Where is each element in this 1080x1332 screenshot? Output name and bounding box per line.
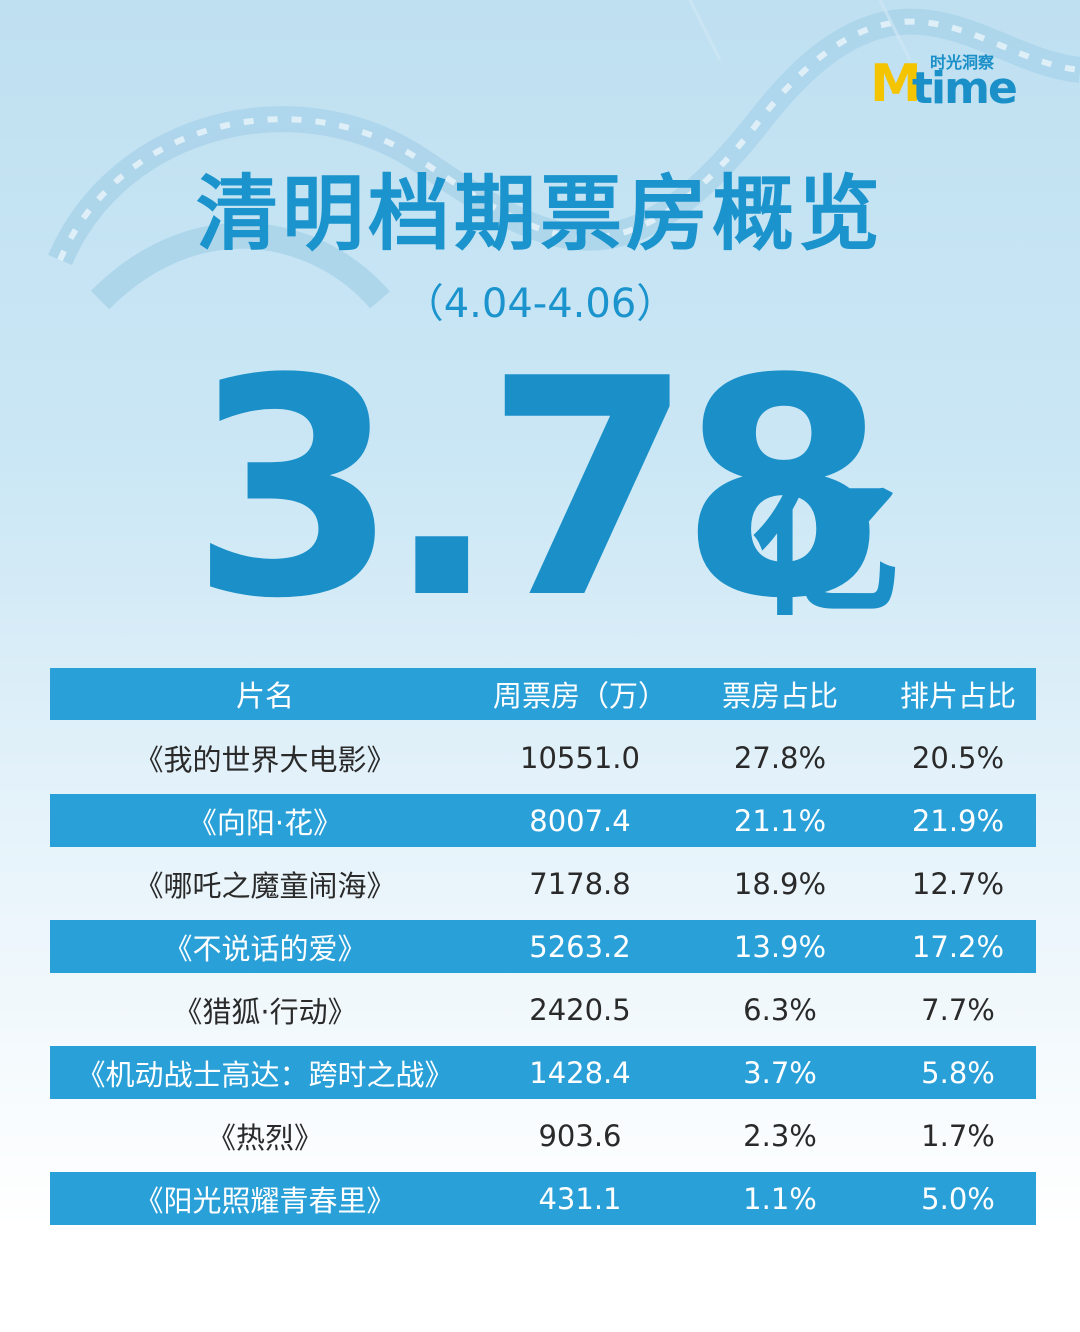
table-row-cell: 21.9% xyxy=(880,794,1036,847)
table-row-cell: 《阳光照耀青春里》 xyxy=(50,1172,480,1225)
table-header-cell: 片名 xyxy=(50,668,480,720)
table-row-cell: 7178.8 xyxy=(529,866,631,901)
table-row-cell: 《猎狐·行动》 xyxy=(173,994,357,1029)
table-row-cell: 《热烈》 xyxy=(206,1120,323,1155)
table-row: 《阳光照耀青春里》 431.1 1.1% 5.0% xyxy=(50,1172,1036,1235)
table-header-cell: 票房占比 xyxy=(680,668,880,720)
table-row-cell: 21.1% xyxy=(680,794,880,847)
total-box-office: 3.78 xyxy=(190,315,888,664)
logo-time: time xyxy=(912,63,1018,114)
film-strip-decoration xyxy=(48,0,1080,310)
table-row-cell: 《向阳·花》 xyxy=(50,794,480,847)
table-row-cell: 27.8% xyxy=(733,740,827,775)
table-row-cell: 903.6 xyxy=(538,1118,622,1153)
table-row: 《热烈》 903.6 2.3% 1.7% xyxy=(50,1109,1036,1172)
table-row-cell: 3.7% xyxy=(680,1046,880,1099)
total-unit: 亿 xyxy=(752,463,903,637)
subtitle: （4.04-4.06） xyxy=(403,281,677,327)
table-row-cell: 1.1% xyxy=(680,1172,880,1225)
table-row: 《我的世界大电影》 10551.0 27.8% 20.5% xyxy=(50,731,1036,794)
table-row-cell: 《机动战士高达：跨时之战》 xyxy=(50,1046,480,1099)
table-row-cell: 5.8% xyxy=(880,1046,1036,1099)
title: 清明档期票房概览 xyxy=(195,167,884,262)
table-row: 《猎狐·行动》 2420.5 6.3% 7.7% xyxy=(50,983,1036,1046)
table-row-cell: 13.9% xyxy=(680,920,880,973)
logo-tagline: 时光洞察 xyxy=(930,53,995,72)
table-row: 《机动战士高达：跨时之战》 1428.4 3.7% 5.8% xyxy=(50,1046,1036,1109)
table-row-cell: 《哪吒之魔童闹海》 xyxy=(134,868,396,903)
table-row-cell: 10551.0 xyxy=(520,740,640,775)
table-header-cell: 排片占比 xyxy=(880,668,1036,720)
table-row-cell: 2420.5 xyxy=(529,992,631,1027)
table-row: 《向阳·花》 8007.4 21.1% 21.9% xyxy=(50,794,1036,857)
table-row-cell: 5.0% xyxy=(880,1172,1036,1225)
table-row: 《不说话的爱》 5263.2 13.9% 17.2% xyxy=(50,920,1036,983)
table-row-cell: 7.7% xyxy=(921,992,995,1027)
table-row-cell: 1428.4 xyxy=(480,1046,680,1099)
table-row-cell: 《我的世界大电影》 xyxy=(134,742,396,777)
table-row-cell: 5263.2 xyxy=(480,920,680,973)
box-office-table: 片名 周票房（万） 票房占比 排片占比《我的世界大电影》 10551.0 27.8% 20.… xyxy=(50,668,1036,1235)
table-row-cell: 1.7% xyxy=(921,1118,995,1153)
table-row-cell: 431.1 xyxy=(480,1172,680,1225)
logo: M time 时光洞察 xyxy=(870,53,1040,114)
table-row-cell: 18.9% xyxy=(733,866,827,901)
table-row-cell: 12.7% xyxy=(911,866,1005,901)
table-row-cell: 8007.4 xyxy=(480,794,680,847)
table-row: 《哪吒之魔童闹海》 7178.8 18.9% 12.7% xyxy=(50,857,1036,920)
logo-m: M xyxy=(870,54,922,114)
table-row-cell: 20.5% xyxy=(911,740,1005,775)
table-row-cell: 2.3% xyxy=(743,1118,817,1153)
table-header-cell: 周票房（万） xyxy=(480,668,680,720)
table-row-cell: 6.3% xyxy=(743,992,817,1027)
table-header: 片名 周票房（万） 票房占比 排片占比 xyxy=(50,668,1036,731)
table-row-cell: 《不说话的爱》 xyxy=(50,920,480,973)
table-row-cell: 17.2% xyxy=(880,920,1036,973)
